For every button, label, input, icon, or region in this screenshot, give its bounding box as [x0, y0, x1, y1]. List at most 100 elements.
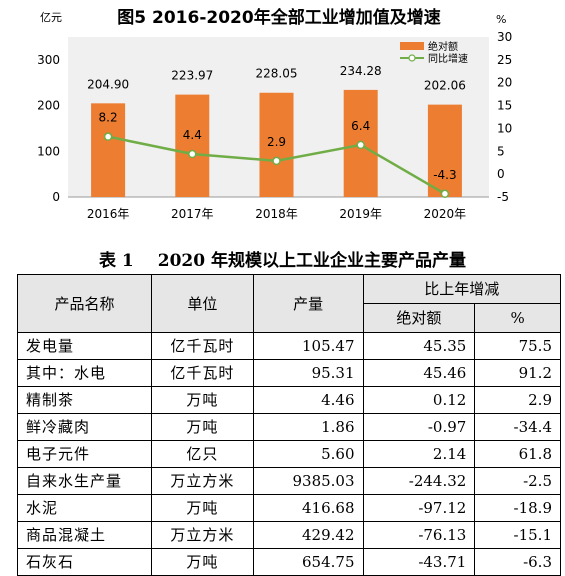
- bar-value-label: 204.90: [87, 77, 129, 91]
- cell-output: 95.31: [252, 359, 364, 387]
- legend-swatch-bar: [400, 42, 424, 50]
- line-point: [272, 156, 281, 166]
- y-right-tick-label: 5: [497, 144, 505, 158]
- cell-absolute: 45.35: [362, 332, 476, 360]
- table-row: 鲜冷藏肉 万吨 1.86 -0.97 -34.4: [17, 413, 561, 441]
- table-body: 发电量 亿千瓦时 105.47 45.35 75.5 其中：水电 亿千瓦时 95.31 45.4…: [17, 332, 561, 576]
- line-point: [103, 132, 113, 141]
- bar: [259, 92, 294, 197]
- y-right-tick-label: 0: [497, 167, 505, 181]
- cell-output: 654.75: [252, 548, 364, 576]
- cell-product-name: 其中：水电: [17, 359, 152, 387]
- cell-output: 416.68: [252, 494, 364, 522]
- cell-product-name: 鲜冷藏肉: [17, 413, 152, 441]
- cell-product-name: 自来水生产量: [17, 467, 152, 495]
- header-output: 产量: [252, 274, 364, 333]
- table-row: 发电量 亿千瓦时 105.47 45.35 75.5: [17, 332, 561, 360]
- line-value-label: 4.4: [183, 128, 202, 142]
- cell-absolute: 0.12: [362, 386, 476, 414]
- cell-product-name: 水泥: [17, 494, 152, 522]
- cell-unit: 万吨: [150, 386, 254, 414]
- line-value-label: -4.3: [433, 168, 456, 182]
- cell-unit: 万吨: [150, 548, 254, 576]
- y-right-tick-label: 10: [497, 121, 512, 135]
- cell-output: 9385.03: [252, 467, 364, 495]
- table-row: 石灰石 万吨 654.75 -43.71 -6.3: [17, 548, 561, 576]
- cell-output: 5.60: [252, 440, 364, 468]
- line-point: [356, 140, 365, 150]
- table-row: 电子元件 亿只 5.60 2.14 61.8: [17, 440, 561, 468]
- table-row: 精制茶 万吨 4.46 0.12 2.9: [17, 386, 561, 414]
- cell-unit: 亿只: [150, 440, 254, 468]
- cell-absolute: -244.32: [362, 467, 476, 495]
- y-right-tick-label: 30: [497, 30, 512, 44]
- bar: [175, 94, 210, 197]
- line-value-label: 6.4: [351, 119, 370, 133]
- chart-title: 图5 2016-2020年全部工业增加值及增速: [117, 7, 440, 28]
- cell-percent: -15.1: [474, 521, 561, 549]
- y-right-tick-label: 20: [497, 76, 512, 90]
- cell-absolute: 2.14: [362, 440, 476, 468]
- cell-percent: 91.2: [474, 359, 561, 387]
- cell-unit: 万吨: [150, 413, 254, 441]
- product-table: 产品名称 单位 产量 比上年增减 绝对额 % 发电量 亿千瓦时 105.47 45.3…: [17, 274, 562, 576]
- bar-value-label: 234.28: [340, 64, 382, 78]
- cell-absolute: -43.71: [362, 548, 476, 576]
- line-value-label: 2.9: [267, 135, 286, 149]
- cell-absolute: -0.97: [362, 413, 476, 441]
- cell-percent: -18.9: [474, 494, 561, 522]
- table-title: 表 1 2020 年规模以上工业企业主要产品产量: [0, 246, 565, 271]
- table-row: 自来水生产量 万立方米 9385.03 -244.32 -2.5: [17, 467, 561, 495]
- x-tick-label: 2018年: [255, 207, 298, 221]
- cell-absolute: -76.13: [362, 521, 476, 549]
- y-left-tick-label: 200: [37, 99, 60, 113]
- y-right-unit: %: [496, 13, 506, 26]
- bar: [427, 104, 462, 197]
- legend-label-bar: 绝对额: [428, 40, 458, 53]
- cell-product-name: 发电量: [17, 332, 152, 360]
- cell-percent: -2.5: [474, 467, 561, 495]
- cell-unit: 万立方米: [150, 467, 254, 495]
- x-tick-label: 2017年: [171, 207, 214, 221]
- cell-unit: 亿千瓦时: [150, 332, 254, 360]
- y-left-unit: 亿元: [40, 11, 62, 24]
- line-value-label: 8.2: [99, 111, 118, 125]
- cell-percent: 61.8: [474, 440, 561, 468]
- legend-label-line: 同比增速: [428, 52, 468, 65]
- chart-figure: 图5 2016-2020年全部工业增加值及增速 亿元% 0 100 200 300 -5 0 5…: [0, 0, 565, 235]
- bar-value-label: 228.05: [256, 67, 298, 81]
- table-number: 表 1: [99, 251, 134, 271]
- x-tick-label: 2020年: [424, 207, 467, 221]
- cell-percent: 2.9: [474, 386, 561, 414]
- bar-value-label: 202.06: [424, 79, 466, 93]
- y-right-tick-label: -5: [497, 190, 509, 204]
- table-row: 商品混凝土 万立方米 429.42 -76.13 -15.1: [17, 521, 561, 549]
- table-title-text: 2020 年规模以上工业企业主要产品产量: [157, 251, 466, 271]
- y-left-tick-label: 100: [37, 144, 60, 158]
- cell-output: 1.86: [252, 413, 364, 441]
- cell-absolute: -97.12: [362, 494, 476, 522]
- cell-percent: 75.5: [474, 332, 561, 360]
- y-left-tick-label: 300: [37, 53, 60, 67]
- cell-percent: -34.4: [474, 413, 561, 441]
- header-unit: 单位: [150, 274, 254, 333]
- cell-percent: -6.3: [474, 548, 561, 576]
- cell-product-name: 石灰石: [17, 548, 152, 576]
- line-point: [440, 189, 450, 199]
- table-row: 水泥 万吨 416.68 -97.12 -18.9: [17, 494, 561, 522]
- x-tick-label: 2019年: [339, 207, 382, 221]
- header-percent: %: [474, 303, 561, 333]
- cell-output: 105.47: [252, 332, 364, 360]
- header-change-group: 比上年增减: [362, 274, 562, 304]
- y-right-tick-label: 25: [497, 53, 512, 67]
- cell-output: 4.46: [252, 386, 364, 414]
- chart-svg: 图5 2016-2020年全部工业增加值及增速 亿元 % 0 100 200 300 -5 0 5…: [37, 7, 512, 221]
- line-point: [188, 149, 197, 159]
- cell-product-name: 电子元件: [17, 440, 152, 468]
- cell-product-name: 商品混凝土: [17, 521, 152, 549]
- cell-unit: 万吨: [150, 494, 254, 522]
- header-product-name: 产品名称: [17, 274, 152, 333]
- bar: [91, 103, 126, 197]
- x-tick-label: 2016年: [87, 207, 130, 221]
- y-right-tick-label: 15: [497, 99, 512, 113]
